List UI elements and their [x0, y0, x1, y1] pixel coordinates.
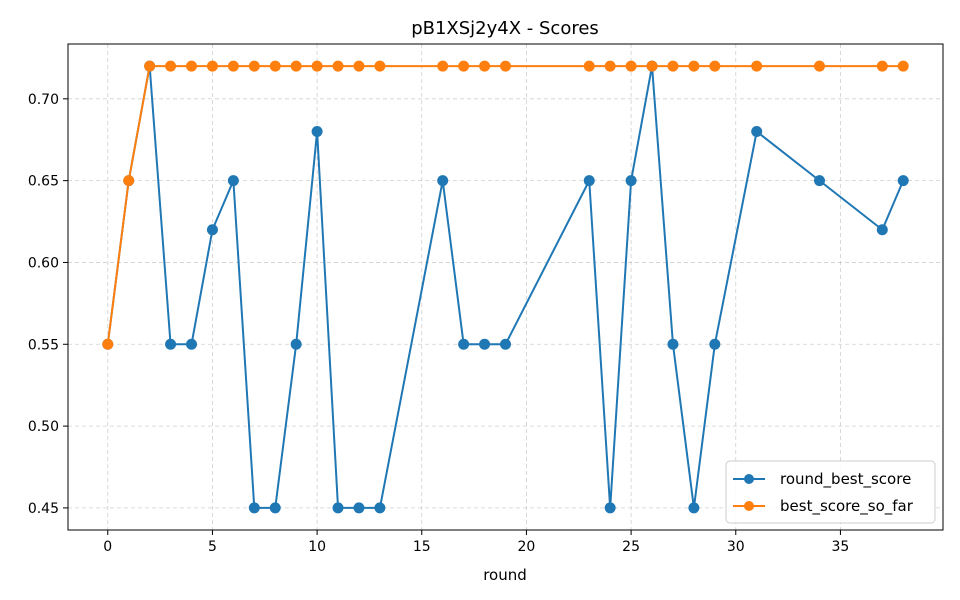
data-point-best-score-so-far	[897, 60, 909, 72]
data-point-round-best-score	[583, 175, 595, 187]
data-point-best-score-so-far	[709, 60, 721, 72]
legend-marker-round-best-score	[744, 474, 754, 484]
legend-box	[725, 460, 936, 524]
data-point-best-score-so-far	[332, 60, 344, 72]
data-point-round-best-score	[897, 175, 909, 187]
data-point-best-score-so-far	[583, 60, 595, 72]
data-point-best-score-so-far	[102, 338, 114, 350]
x-axis: 0 5 10 15 20 25 30 35	[103, 530, 849, 555]
data-point-best-score-so-far	[165, 60, 177, 72]
data-point-best-score-so-far	[688, 60, 700, 72]
y-tick-label: 0.60	[28, 255, 59, 271]
data-point-round-best-score	[248, 502, 260, 514]
data-point-best-score-so-far	[646, 60, 658, 72]
data-point-best-score-so-far	[625, 60, 637, 72]
y-tick-label: 0.50	[28, 419, 59, 435]
data-point-best-score-so-far	[144, 60, 156, 72]
data-point-round-best-score	[227, 175, 239, 187]
data-point-best-score-so-far	[604, 60, 616, 72]
data-point-best-score-so-far	[876, 60, 888, 72]
data-point-best-score-so-far	[206, 60, 218, 72]
x-tick-label: 15	[413, 539, 431, 555]
y-axis: 0.45 0.50 0.55 0.60 0.65 0.70	[28, 92, 68, 517]
data-point-best-score-so-far	[500, 60, 511, 72]
data-point-best-score-so-far	[123, 175, 135, 187]
data-point-round-best-score	[751, 126, 763, 138]
data-point-round-best-score	[374, 502, 386, 514]
data-point-round-best-score	[709, 338, 721, 350]
legend-marker-best-score-so-far	[744, 501, 754, 511]
data-point-best-score-so-far	[813, 60, 825, 72]
data-point-round-best-score	[353, 502, 365, 514]
x-tick-label: 0	[103, 539, 112, 555]
x-tick-label: 25	[622, 539, 640, 555]
data-point-round-best-score	[332, 502, 344, 514]
y-tick-label: 0.65	[28, 174, 59, 190]
data-point-best-score-so-far	[186, 60, 198, 72]
data-point-round-best-score	[311, 126, 323, 138]
x-tick-label: 5	[208, 539, 217, 555]
data-point-round-best-score	[206, 224, 218, 236]
data-point-round-best-score	[604, 502, 616, 514]
data-point-round-best-score	[186, 338, 198, 350]
data-point-round-best-score	[290, 338, 302, 350]
data-point-round-best-score	[437, 175, 449, 187]
y-tick-label: 0.55	[28, 337, 59, 353]
data-point-best-score-so-far	[374, 60, 386, 72]
y-tick-label: 0.45	[28, 501, 59, 517]
series-points-best-score-so-far	[102, 60, 909, 350]
data-point-best-score-so-far	[269, 60, 281, 72]
legend: round_best_score best_score_so_far	[725, 460, 936, 524]
data-point-best-score-so-far	[311, 60, 323, 72]
data-point-best-score-so-far	[227, 60, 239, 72]
data-point-round-best-score	[269, 502, 281, 514]
legend-label-best-score-so-far: best_score_so_far	[780, 497, 914, 516]
data-point-round-best-score	[625, 175, 637, 187]
data-point-best-score-so-far	[751, 60, 763, 72]
x-tick-label: 35	[832, 539, 850, 555]
data-point-round-best-score	[479, 338, 491, 350]
data-point-best-score-so-far	[248, 60, 260, 72]
data-point-round-best-score	[458, 338, 470, 350]
x-tick-label: 20	[518, 539, 536, 555]
data-point-best-score-so-far	[437, 60, 449, 72]
data-point-round-best-score	[165, 338, 177, 350]
data-point-best-score-so-far	[290, 60, 302, 72]
data-point-round-best-score	[500, 338, 511, 350]
x-axis-label: round	[483, 566, 527, 584]
x-tick-label: 30	[727, 539, 745, 555]
data-point-round-best-score	[876, 224, 888, 236]
legend-label-round-best-score: round_best_score	[780, 470, 911, 489]
data-point-best-score-so-far	[667, 60, 679, 72]
y-tick-label: 0.70	[28, 92, 59, 108]
data-point-round-best-score	[688, 502, 700, 514]
data-point-round-best-score	[813, 175, 825, 187]
series-points	[102, 60, 909, 514]
plot-frame	[67, 43, 944, 531]
data-point-best-score-so-far	[353, 60, 365, 72]
x-tick-label: 10	[308, 539, 326, 555]
data-point-best-score-so-far	[479, 60, 491, 72]
chart-title: pB1XSj2y4X - Scores	[411, 18, 599, 39]
data-point-best-score-so-far	[458, 60, 470, 72]
data-point-round-best-score	[667, 338, 679, 350]
